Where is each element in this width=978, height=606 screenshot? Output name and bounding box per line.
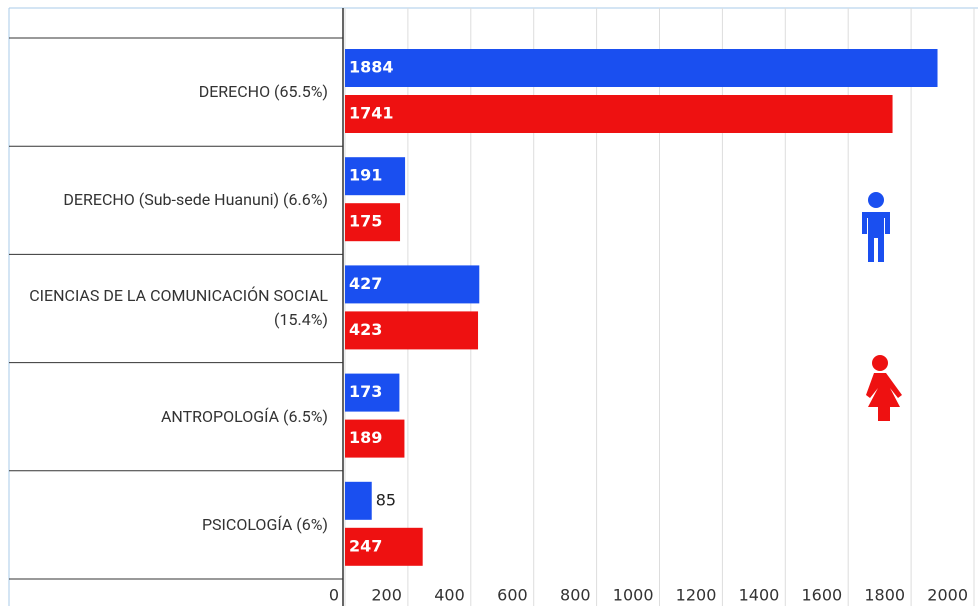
value-label: 1741	[349, 104, 394, 123]
value-label: 175	[349, 212, 382, 231]
category-label: PSICOLOGÍA (6%)	[201, 514, 328, 534]
value-label: 1884	[349, 58, 394, 77]
x-tick-label: 1000	[613, 586, 654, 605]
bar	[345, 203, 401, 242]
x-tick-label: 0	[329, 586, 339, 605]
value-label: 173	[349, 382, 382, 401]
bar	[345, 311, 479, 350]
bar	[345, 527, 423, 566]
x-tick-label: 2000	[927, 586, 968, 605]
female-icon	[866, 355, 902, 421]
male-icon	[862, 192, 890, 262]
value-label: 427	[349, 274, 382, 293]
category-label: DERECHO (Sub-sede Huanuni) (6.6%)	[63, 190, 328, 210]
x-tick-label: 200	[371, 586, 402, 605]
value-label: 247	[349, 536, 382, 555]
category-label: DERECHO (65.5%)	[198, 82, 328, 102]
x-tick-label: 800	[560, 586, 591, 605]
bar	[345, 419, 405, 458]
x-tick-label: 1600	[801, 586, 842, 605]
x-tick-label: 400	[434, 586, 465, 605]
bar	[345, 373, 400, 412]
bar	[345, 265, 480, 304]
bar	[345, 95, 893, 133]
x-tick-label: 1400	[739, 586, 780, 605]
category-label: ANTROPOLOGÍA (6.5%)	[160, 406, 328, 426]
bar	[345, 49, 938, 87]
value-label: 85	[376, 490, 396, 509]
x-tick-label: 1800	[864, 586, 905, 605]
bar	[345, 481, 372, 520]
bar	[345, 157, 406, 196]
value-label: 189	[349, 428, 382, 447]
value-label: 191	[349, 166, 382, 185]
category-label: CIENCIAS DE LA COMUNICACIÓN SOCIAL (15.4…	[29, 286, 328, 330]
value-label: 423	[349, 320, 382, 339]
x-tick-label: 600	[497, 586, 528, 605]
x-tick-label: 1200	[676, 586, 717, 605]
